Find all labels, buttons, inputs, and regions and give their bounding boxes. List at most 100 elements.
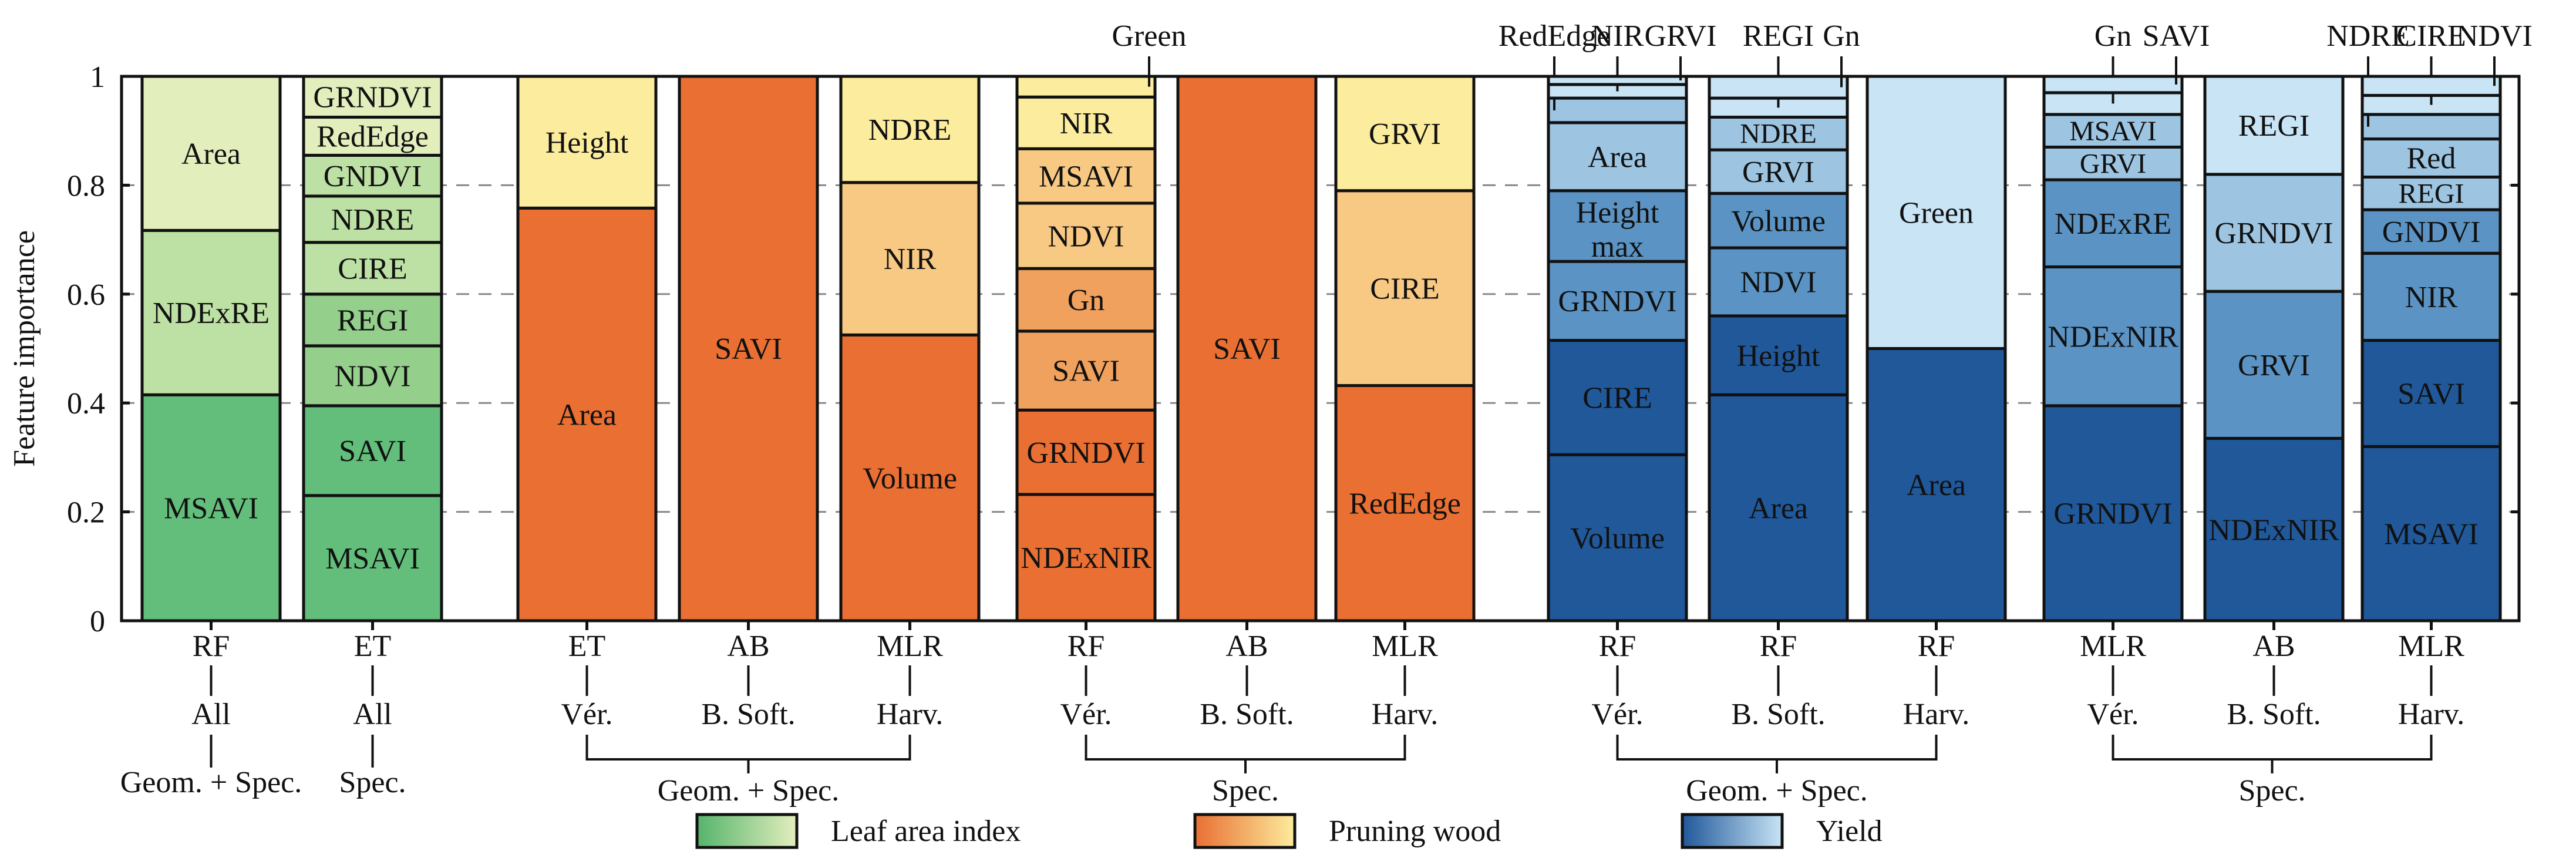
segment-label: REGI — [2399, 179, 2464, 210]
legend-label: Yield — [1816, 815, 1883, 848]
legend-swatch — [695, 813, 799, 849]
segment-label: CIRE — [1370, 272, 1439, 305]
x-label: MLR Vér. — [2080, 621, 2146, 731]
bar-segment — [2361, 251, 2502, 342]
segment-label: RedEdge — [1499, 19, 1611, 53]
segment-label: Area — [181, 137, 241, 171]
segment-label: GRVI — [2080, 149, 2146, 180]
x-label: RF B. Soft. — [1731, 621, 1826, 731]
segment-label: SAVI — [2397, 378, 2465, 411]
segment-label: Gn — [1823, 19, 1860, 53]
bar-segment — [2042, 146, 2184, 181]
segment-label: Gn — [1068, 284, 1105, 317]
group-bracket: Geom. + Spec. — [1616, 735, 1938, 807]
y-tick-label: 0 — [90, 605, 105, 638]
bar-segment — [2361, 113, 2502, 141]
legend-item: Yield — [1681, 813, 1883, 849]
legend-swatch — [1681, 813, 1784, 849]
segment-label: NDVI — [1740, 266, 1817, 300]
segment-label: MSAVI — [2384, 517, 2479, 551]
x-label: RF Harv. — [1903, 621, 1969, 731]
segment-label: GRVI — [1645, 19, 1717, 53]
bar-segment — [1015, 75, 1157, 99]
model-label: RF — [1760, 630, 1797, 663]
model-label: MLR — [2080, 630, 2146, 663]
bar: MSAVI SAVI NDVI REGI CIRE NDRE GNDVI RedEdge GRN… — [302, 75, 443, 623]
group-label: Geom. + Spec. — [1686, 774, 1868, 807]
bracket-line — [1085, 735, 1406, 761]
bar: RedEdge CIRE GRVI — [1334, 75, 1476, 623]
bar-segment — [2203, 290, 2345, 440]
segment-label: NIR — [884, 243, 937, 276]
x-label: MLR Harv. — [1372, 621, 1439, 731]
model-label: RF — [1918, 630, 1955, 663]
segment-label: RedEdge — [1349, 487, 1461, 520]
x-labels: RF All Geom. + Spec. ET All Spec. ET Vér. AB B. S… — [120, 621, 2464, 807]
segment-label: REGI — [2238, 109, 2309, 143]
bar-segment — [516, 206, 658, 623]
segment-label: GRNDVI — [313, 80, 432, 114]
bar: Volume NIR NDRE — [839, 75, 981, 623]
bar-segment — [1547, 453, 1688, 623]
segment-label: NDVI — [1048, 220, 1124, 253]
segment-label: Volume — [1731, 204, 1826, 238]
model-label: AB — [727, 630, 769, 663]
y-tick-label: 0.6 — [67, 278, 105, 312]
bar-segment — [302, 344, 443, 408]
bar-segment — [1708, 314, 1849, 396]
bar-segment — [2042, 265, 2184, 408]
bar-segment — [1547, 96, 1688, 125]
target-label: Harv. — [1372, 698, 1439, 731]
segment-label: Green — [1899, 196, 1974, 230]
x-label: RF All Geom. + Spec. — [120, 621, 302, 799]
model-label: ET — [568, 630, 606, 663]
x-label: MLR Harv. — [2398, 621, 2464, 731]
model-label: MLR — [2398, 630, 2464, 663]
bar-segment — [302, 404, 443, 497]
segment-label: CIRE — [338, 252, 407, 285]
segment-label: NDVI — [2456, 19, 2533, 53]
bracket-line — [2112, 735, 2433, 761]
group-label: Geom. + Spec. — [120, 766, 302, 799]
legend-item: Leaf area index — [695, 813, 1021, 849]
group-label: Geom. + Spec. — [658, 774, 840, 807]
segment-label: Gn — [2095, 19, 2132, 53]
bar-segment — [1708, 116, 1849, 152]
bars: MSAVI NDExRE Area MSAVISAVINDVIREGICIRENDRE… — [140, 19, 2533, 623]
bar-segment — [1334, 75, 1476, 193]
segment-label: NDExNIR — [2208, 513, 2339, 547]
segment-label: MSAVI — [164, 492, 258, 525]
bar-segment — [2042, 113, 2184, 149]
y-tick-label: 0.8 — [67, 169, 105, 203]
bar-segment — [1866, 347, 2007, 623]
segment-label: SAVI — [1213, 332, 1281, 366]
segment-label: max — [1591, 230, 1644, 264]
segment-label: CIRE — [1582, 382, 1652, 415]
model-label: RF — [1068, 630, 1105, 663]
segment-label: GRVI — [1742, 156, 1814, 189]
target-label: B. Soft. — [1200, 698, 1294, 731]
bar: SAVI — [1176, 75, 1318, 623]
bar: NDExNIR GRVI GRNDVI REGI — [2203, 75, 2345, 623]
plot-frame — [120, 75, 2521, 623]
bar-segment — [302, 116, 443, 157]
bar-segment — [302, 75, 443, 119]
model-label: ET — [354, 630, 392, 663]
segment-label: NIR — [2405, 281, 2458, 314]
x-label: AB B. Soft. — [1200, 621, 1294, 731]
x-label: AB B. Soft. — [701, 621, 796, 731]
segment-label: Area — [1588, 140, 1647, 174]
bar-segment — [2042, 404, 2184, 623]
segment-label: GRNDVI — [1026, 436, 1145, 470]
segment-label: CIRE — [2396, 19, 2466, 53]
bar-segment — [2361, 208, 2502, 255]
segment-label: MSAVI — [325, 542, 420, 576]
segment-label: GRVI — [2238, 349, 2310, 382]
bar-segment — [2361, 445, 2502, 623]
segment-label: Green — [1112, 19, 1186, 53]
y-tick-label: 1 — [90, 60, 105, 94]
segment-label: NDExRE — [153, 297, 270, 330]
segment-label: REGI — [1743, 19, 1814, 53]
bar-segment — [1708, 148, 1849, 195]
